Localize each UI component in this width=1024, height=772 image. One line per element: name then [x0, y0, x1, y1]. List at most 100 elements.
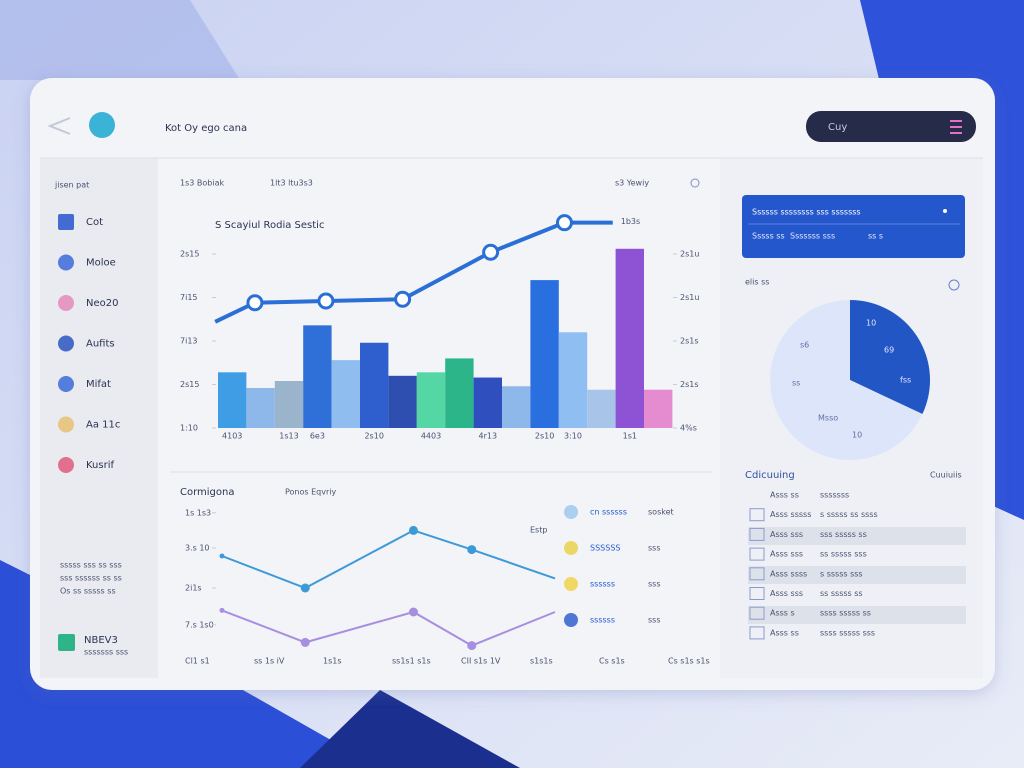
- bar[interactable]: [615, 248, 644, 428]
- nav-hit[interactable]: [50, 369, 150, 399]
- line-point[interactable]: [408, 525, 418, 535]
- line-point[interactable]: [219, 553, 225, 559]
- table-title: Cdicuuing: [745, 470, 795, 481]
- nav-item: Kusrif: [86, 460, 114, 471]
- x-tick-label: 2s10: [535, 432, 554, 441]
- bar[interactable]: [587, 389, 616, 428]
- bar[interactable]: [360, 342, 389, 428]
- x-tick-label: 4103: [222, 432, 242, 441]
- line-point[interactable]: [467, 545, 477, 555]
- cell: Asss ssss: [770, 569, 807, 578]
- bar[interactable]: [530, 280, 559, 428]
- bar[interactable]: [331, 360, 360, 428]
- chart-subtitle: Ponos Eqvriy: [285, 488, 336, 497]
- pie-annotation: s6: [800, 341, 809, 350]
- sidebar-heading: jisen pat: [54, 181, 89, 190]
- item-value: sss: [648, 580, 661, 589]
- row-icon: [749, 626, 765, 640]
- nav-icon: [58, 254, 74, 271]
- nav-item: Neo20: [86, 298, 118, 309]
- bar[interactable]: [218, 372, 247, 428]
- brand-icon: [58, 634, 75, 651]
- cell: sss sssss ss: [820, 530, 867, 539]
- bar[interactable]: [274, 381, 304, 428]
- item-label: ssssss: [590, 616, 615, 625]
- chart-subtitle: 1lt3 ltu3s3: [270, 179, 313, 188]
- row-icon: [749, 508, 765, 522]
- x-tick-label: 1s13: [279, 432, 298, 441]
- chart-option[interactable]: [690, 178, 700, 188]
- bar[interactable]: [388, 375, 417, 428]
- nav-hit[interactable]: [50, 410, 150, 440]
- nav-icon: [58, 376, 74, 392]
- row-band: [748, 527, 966, 545]
- bar[interactable]: [558, 332, 588, 428]
- bar[interactable]: [502, 386, 531, 428]
- row-icon: [749, 547, 765, 561]
- line-point[interactable]: [246, 294, 264, 312]
- item-label: SSSSSS: [590, 544, 620, 553]
- row-icon: [749, 527, 765, 541]
- line-point[interactable]: [555, 214, 573, 232]
- card-title: Ssssss ssssssss sss sssssss: [752, 208, 861, 217]
- nav-hit[interactable]: [50, 288, 150, 318]
- y2-tick-label: 2s1u: [680, 250, 699, 259]
- bar[interactable]: [303, 325, 332, 428]
- item-value: sss: [648, 616, 661, 625]
- nav-item: Cot: [86, 217, 103, 228]
- pie-slice[interactable]: [770, 300, 923, 460]
- line-point[interactable]: [394, 290, 412, 308]
- item-icon: [564, 505, 578, 519]
- y2-tick-label: 2s1s: [680, 337, 699, 346]
- chart-title: Cormigona: [180, 487, 235, 498]
- card-text: Sssss ss: [752, 232, 785, 241]
- logo: [89, 112, 115, 138]
- bar[interactable]: [445, 358, 474, 428]
- app-title: Kot Oy ego cana: [165, 123, 247, 134]
- nav-icon: [58, 457, 74, 473]
- bar[interactable]: [644, 389, 673, 428]
- menu-icon: [950, 120, 962, 134]
- line-point[interactable]: [219, 607, 225, 613]
- info-card[interactable]: [742, 195, 965, 258]
- chart-annotation: Estp: [530, 526, 547, 535]
- nav-hit[interactable]: [50, 329, 150, 359]
- line-point[interactable]: [300, 583, 310, 593]
- bar[interactable]: [473, 377, 502, 428]
- item-value: sosket: [648, 508, 674, 517]
- bg-shape: [0, 0, 240, 80]
- bar[interactable]: [246, 387, 275, 428]
- x-tick-label: ss 1s iV: [254, 657, 285, 666]
- nav-hit[interactable]: [50, 248, 150, 278]
- menu-button[interactable]: [806, 111, 976, 142]
- line-point[interactable]: [317, 292, 335, 310]
- line-point[interactable]: [482, 243, 500, 261]
- cell: Asss ss: [770, 628, 799, 637]
- cell: sssssss: [820, 491, 849, 500]
- pie-slice[interactable]: [850, 300, 931, 415]
- x-tick-label: s1s1s: [530, 657, 553, 666]
- back-icon[interactable]: [47, 117, 71, 135]
- y-tick-label: 2i1s: [185, 584, 202, 593]
- x-tick-label: 2s10: [364, 432, 383, 441]
- x-tick-label: CII s1s 1V: [461, 657, 501, 666]
- y2-tick-label: 4%s: [680, 424, 697, 433]
- cell: s sssss sss: [820, 569, 863, 578]
- card-text: ss s: [868, 232, 883, 241]
- y2-tick-label: 2s1u: [680, 293, 699, 302]
- chart-option[interactable]: [948, 279, 960, 291]
- x-tick-label: 1s1s: [323, 657, 342, 666]
- nav-hit[interactable]: [50, 207, 150, 237]
- line-point[interactable]: [467, 641, 477, 651]
- cell: Asss s: [770, 609, 795, 618]
- bar[interactable]: [416, 372, 446, 428]
- x-tick-label: 1s1: [623, 432, 637, 441]
- nav-hit[interactable]: [50, 450, 150, 480]
- cell: Asss sss: [770, 530, 803, 539]
- table-action: Cuuiuiis: [930, 471, 962, 480]
- line-point[interactable]: [300, 637, 310, 647]
- chart-title: elis ss: [745, 278, 769, 287]
- line-point[interactable]: [408, 607, 418, 617]
- cell: ssss sssss sss: [820, 628, 875, 637]
- nav-icon: [58, 214, 74, 230]
